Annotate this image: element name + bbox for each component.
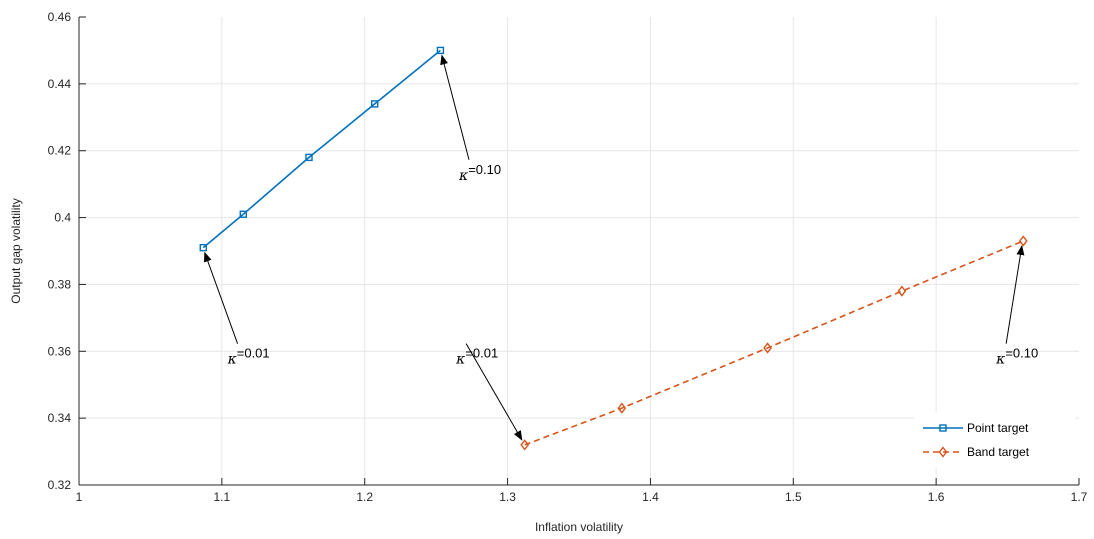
x-tick-label: 1.6 <box>928 490 945 504</box>
y-tick-label: 0.46 <box>48 10 72 24</box>
legend: Point target Band target <box>915 412 1075 468</box>
data-point <box>897 285 907 297</box>
kappa-symbol: κ <box>458 168 468 184</box>
annotations: κ=0.01κ=0.10κ=0.01 κ=0.10 <box>204 54 1038 441</box>
y-axis-label: Output gap volatility <box>9 198 23 303</box>
data-point <box>763 342 772 354</box>
x-tick-label: 1.3 <box>499 490 516 504</box>
y-tick-labels: 0.32 0.34 0.36 0.38 0.4 0.42 0.44 0.46 <box>48 10 72 492</box>
annotation-value: =0.10 <box>468 162 501 177</box>
series-line-0 <box>202 49 441 249</box>
y-tick-label: 0.36 <box>48 344 72 358</box>
kappa-symbol: κ <box>995 352 1005 368</box>
plot-area <box>79 17 1079 485</box>
y-tick-label: 0.38 <box>48 277 72 291</box>
data-point <box>371 100 379 108</box>
annotation-value: =0.10 <box>1005 346 1038 361</box>
legend-label: Point target <box>967 421 1029 435</box>
y-tick-label: 0.4 <box>54 211 71 225</box>
annotation-value: =0.01 <box>237 346 270 361</box>
x-tick-label: 1.4 <box>642 490 659 504</box>
data-point <box>199 243 207 252</box>
annotation-label: κ=0.10 <box>995 346 1038 368</box>
x-tick-label: 1.2 <box>356 490 373 504</box>
x-tick-label: 1 <box>76 490 83 504</box>
data-point <box>239 210 247 218</box>
x-tick-label: 1.7 <box>1071 490 1088 504</box>
data-point <box>520 439 530 451</box>
legend-marker <box>939 424 947 432</box>
data-point <box>305 153 313 162</box>
annotation-arrow <box>440 54 470 160</box>
x-tick-label: 1.5 <box>785 490 802 504</box>
legend-label: Band target <box>967 445 1030 459</box>
x-axis-label: Inflation volatility <box>535 520 623 534</box>
x-tick-labels: 1 1.1 1.2 1.3 1.4 1.5 1.6 1.7 <box>76 490 1088 504</box>
grid <box>79 17 1079 485</box>
annotation-value: =0.01 <box>465 346 498 361</box>
annotation-label: κ=0.01 <box>227 346 270 368</box>
data-point <box>436 46 445 55</box>
axes <box>78 16 1080 486</box>
annotation-label: κ=0.01 <box>455 346 498 368</box>
legend-box <box>915 412 1075 468</box>
data-point <box>617 402 627 414</box>
annotation-arrow <box>1005 244 1025 344</box>
y-tick-label: 0.32 <box>48 478 72 492</box>
kappa-symbol: κ <box>227 352 237 368</box>
annotation-arrow <box>465 343 523 441</box>
y-tick-label: 0.44 <box>48 77 72 91</box>
series-line-1 <box>524 240 1024 446</box>
annotation-label: κ=0.10 <box>458 162 501 184</box>
y-tick-label: 0.34 <box>48 411 72 425</box>
y-tick-label: 0.42 <box>48 144 72 158</box>
x-tick-label: 1.1 <box>214 490 231 504</box>
legend-marker <box>938 446 948 458</box>
annotation-arrow <box>204 251 239 344</box>
kappa-symbol: κ <box>455 352 465 368</box>
